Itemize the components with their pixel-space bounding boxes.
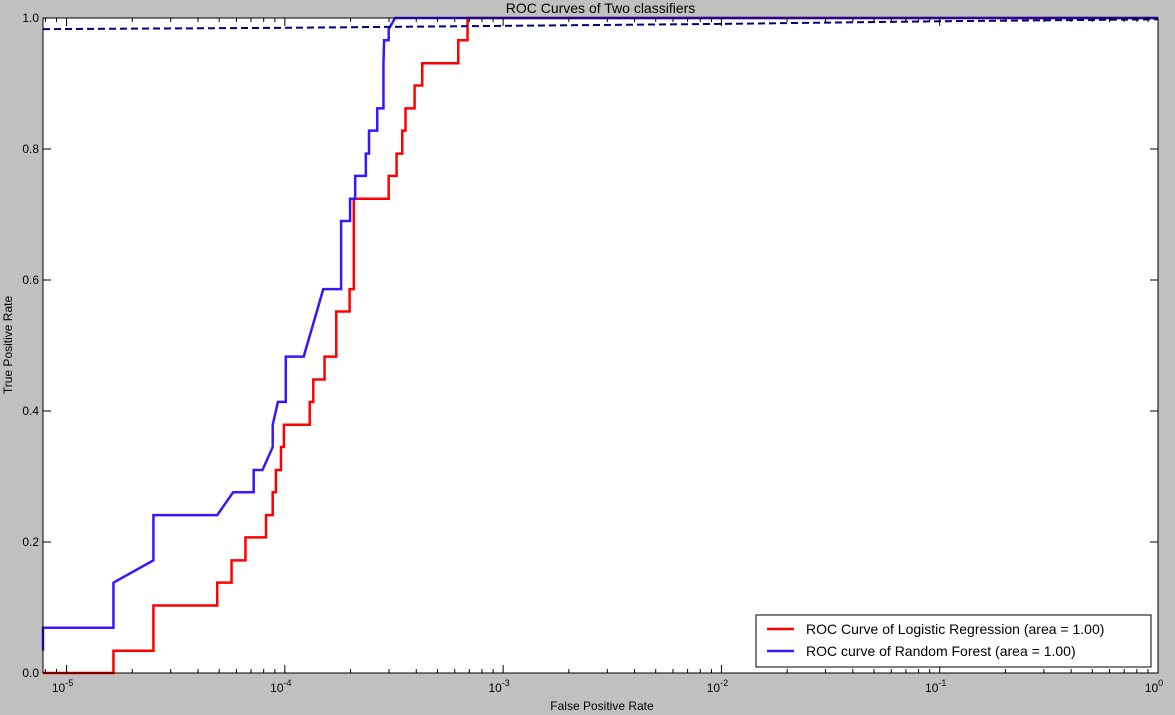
y-axis-label: True Positive Rate <box>1 296 15 395</box>
legend-label-logistic-regression: ROC Curve of Logistic Regression (area =… <box>806 621 1104 637</box>
ticks-layer: 10-5 10-4 10-3 10-2 10-1 100 0.0 0.2 0.4 0.6 0.8 1.… <box>22 11 1163 695</box>
y-tick-label: 1.0 <box>22 11 39 25</box>
y-tick-label: 0.6 <box>22 273 39 287</box>
plot-frame <box>42 17 1159 674</box>
y-tick-label: 0.8 <box>22 142 39 156</box>
y-tick-label: 0.2 <box>22 535 39 549</box>
plot-area <box>43 18 1158 673</box>
dashed-reference-curve <box>42 18 1159 31</box>
legend-label-random-forest: ROC curve of Random Forest (area = 1.00) <box>806 643 1076 659</box>
logistic-regression-curve <box>43 16 1158 675</box>
x-tick-label: 10-5 <box>52 678 73 695</box>
x-axis-label: False Positive Rate <box>550 699 654 713</box>
x-tick-label: 10-2 <box>707 678 728 695</box>
random-forest-curve <box>41 16 1158 651</box>
y-tick-label: 0.4 <box>22 404 39 418</box>
series-layer <box>41 16 1159 675</box>
legend-box <box>755 614 1152 668</box>
x-tick-label: 10-4 <box>270 678 291 695</box>
x-tick-label: 10-1 <box>925 678 946 695</box>
x-tick-label: 100 <box>1145 678 1163 695</box>
x-tick-label: 10-3 <box>488 678 509 695</box>
legend: ROC Curve of Logistic Regression (area =… <box>755 614 1152 668</box>
y-tick-label: 0.0 <box>22 666 39 680</box>
chart-title: ROC Curves of Two classifiers <box>506 0 696 16</box>
